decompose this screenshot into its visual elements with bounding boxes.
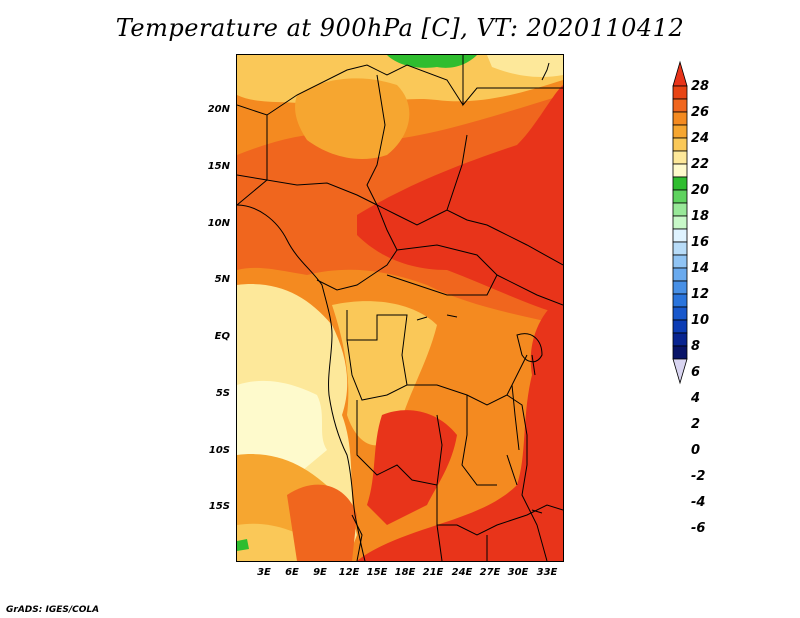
lat-label-eq: EQ <box>214 331 230 342</box>
colorbar-label-2: 2 <box>691 417 701 432</box>
lon-label-12e: 12E <box>338 567 360 578</box>
colorbar-segment <box>672 111 688 126</box>
colorbar-label-24: 24 <box>691 131 710 146</box>
lat-label-5s: 5S <box>215 388 230 399</box>
hottest-zone-southeast <box>357 295 563 561</box>
colorbar-segment <box>672 332 688 347</box>
lon-label-15e: 15E <box>366 567 388 578</box>
colorbar-label-16: 16 <box>691 235 710 250</box>
lon-label-30e: 30E <box>507 567 529 578</box>
colorbar-bottom-arrow <box>672 358 688 385</box>
coastline <box>237 204 366 561</box>
colorbar-segment <box>672 215 688 230</box>
colorbar-segment <box>672 293 688 308</box>
colorbar-label-minus2: -2 <box>691 469 706 484</box>
lon-label-21e: 21E <box>422 567 444 578</box>
colorbar-segment <box>672 306 688 321</box>
colorbar <box>672 60 688 385</box>
colorbar-label-12: 12 <box>691 287 710 302</box>
coast-northeast <box>541 62 550 81</box>
colorbar-segment <box>672 176 688 191</box>
lon-label-27e: 27E <box>479 567 501 578</box>
mild-zone-congo <box>332 301 437 446</box>
colorbar-label-6: 6 <box>691 365 701 380</box>
lat-label-15s: 15S <box>208 501 230 512</box>
colorbar-segment <box>672 124 688 139</box>
colorbar-label-18: 18 <box>691 209 710 224</box>
country-borders <box>237 55 563 561</box>
colorbar-top-arrow <box>672 60 688 87</box>
colorbar-label-8: 8 <box>691 339 701 354</box>
map-title: Temperature at 900hPa [C], VT: 202011041… <box>115 14 685 42</box>
colorbar-label-22: 22 <box>691 157 710 172</box>
hottest-zone-south-central <box>367 410 457 525</box>
temperature-map <box>236 54 564 562</box>
hot-patch-angola-coast <box>287 484 357 561</box>
colorbar-label-minus4: -4 <box>691 495 706 510</box>
colorbar-label-26: 26 <box>691 105 710 120</box>
lat-label-15n: 15N <box>207 161 230 172</box>
colorbar-label-20: 20 <box>691 183 710 198</box>
colorbar-segment <box>672 85 688 100</box>
great-lakes <box>416 314 543 514</box>
colorbar-segments <box>672 60 688 385</box>
lon-label-18e: 18E <box>394 567 416 578</box>
colorbar-label-minus6: -6 <box>691 521 706 536</box>
map-canvas <box>237 55 563 561</box>
cool-green-patch-southwest <box>237 539 249 551</box>
colorbar-segment <box>672 267 688 282</box>
colorbar-segment <box>672 241 688 256</box>
hottest-zone-northeast <box>357 85 563 315</box>
lon-label-3e: 3E <box>257 567 271 578</box>
lat-label-5n: 5N <box>214 274 230 285</box>
lon-label-6e: 6E <box>285 567 299 578</box>
colorbar-segment <box>672 319 688 334</box>
colorbar-segment <box>672 137 688 152</box>
colorbar-segment <box>672 98 688 113</box>
lat-label-10n: 10N <box>207 218 230 229</box>
colorbar-label-10: 10 <box>691 313 710 328</box>
colorbar-segment <box>672 254 688 269</box>
colorbar-segment <box>672 163 688 178</box>
colorbar-segment <box>672 150 688 165</box>
grads-credit: GrADS: IGES/COLA <box>6 605 100 615</box>
colorbar-segment <box>672 280 688 295</box>
colorbar-segment <box>672 189 688 204</box>
colorbar-segment <box>672 202 688 217</box>
lon-label-24e: 24E <box>451 567 473 578</box>
colorbar-segment <box>672 345 688 360</box>
mild-zone-northeast-corner <box>487 55 563 78</box>
colorbar-label-28: 28 <box>691 79 710 94</box>
colorbar-segment <box>672 228 688 243</box>
cool-green-patch-north <box>387 55 477 68</box>
lon-label-33e: 33E <box>536 567 558 578</box>
colorbar-label-4: 4 <box>691 391 701 406</box>
colorbar-label-14: 14 <box>691 261 710 276</box>
lon-label-9e: 9E <box>313 567 327 578</box>
colorbar-label-0: 0 <box>691 443 701 458</box>
lat-label-20n: 20N <box>207 104 230 115</box>
lat-label-10s: 10S <box>208 445 230 456</box>
